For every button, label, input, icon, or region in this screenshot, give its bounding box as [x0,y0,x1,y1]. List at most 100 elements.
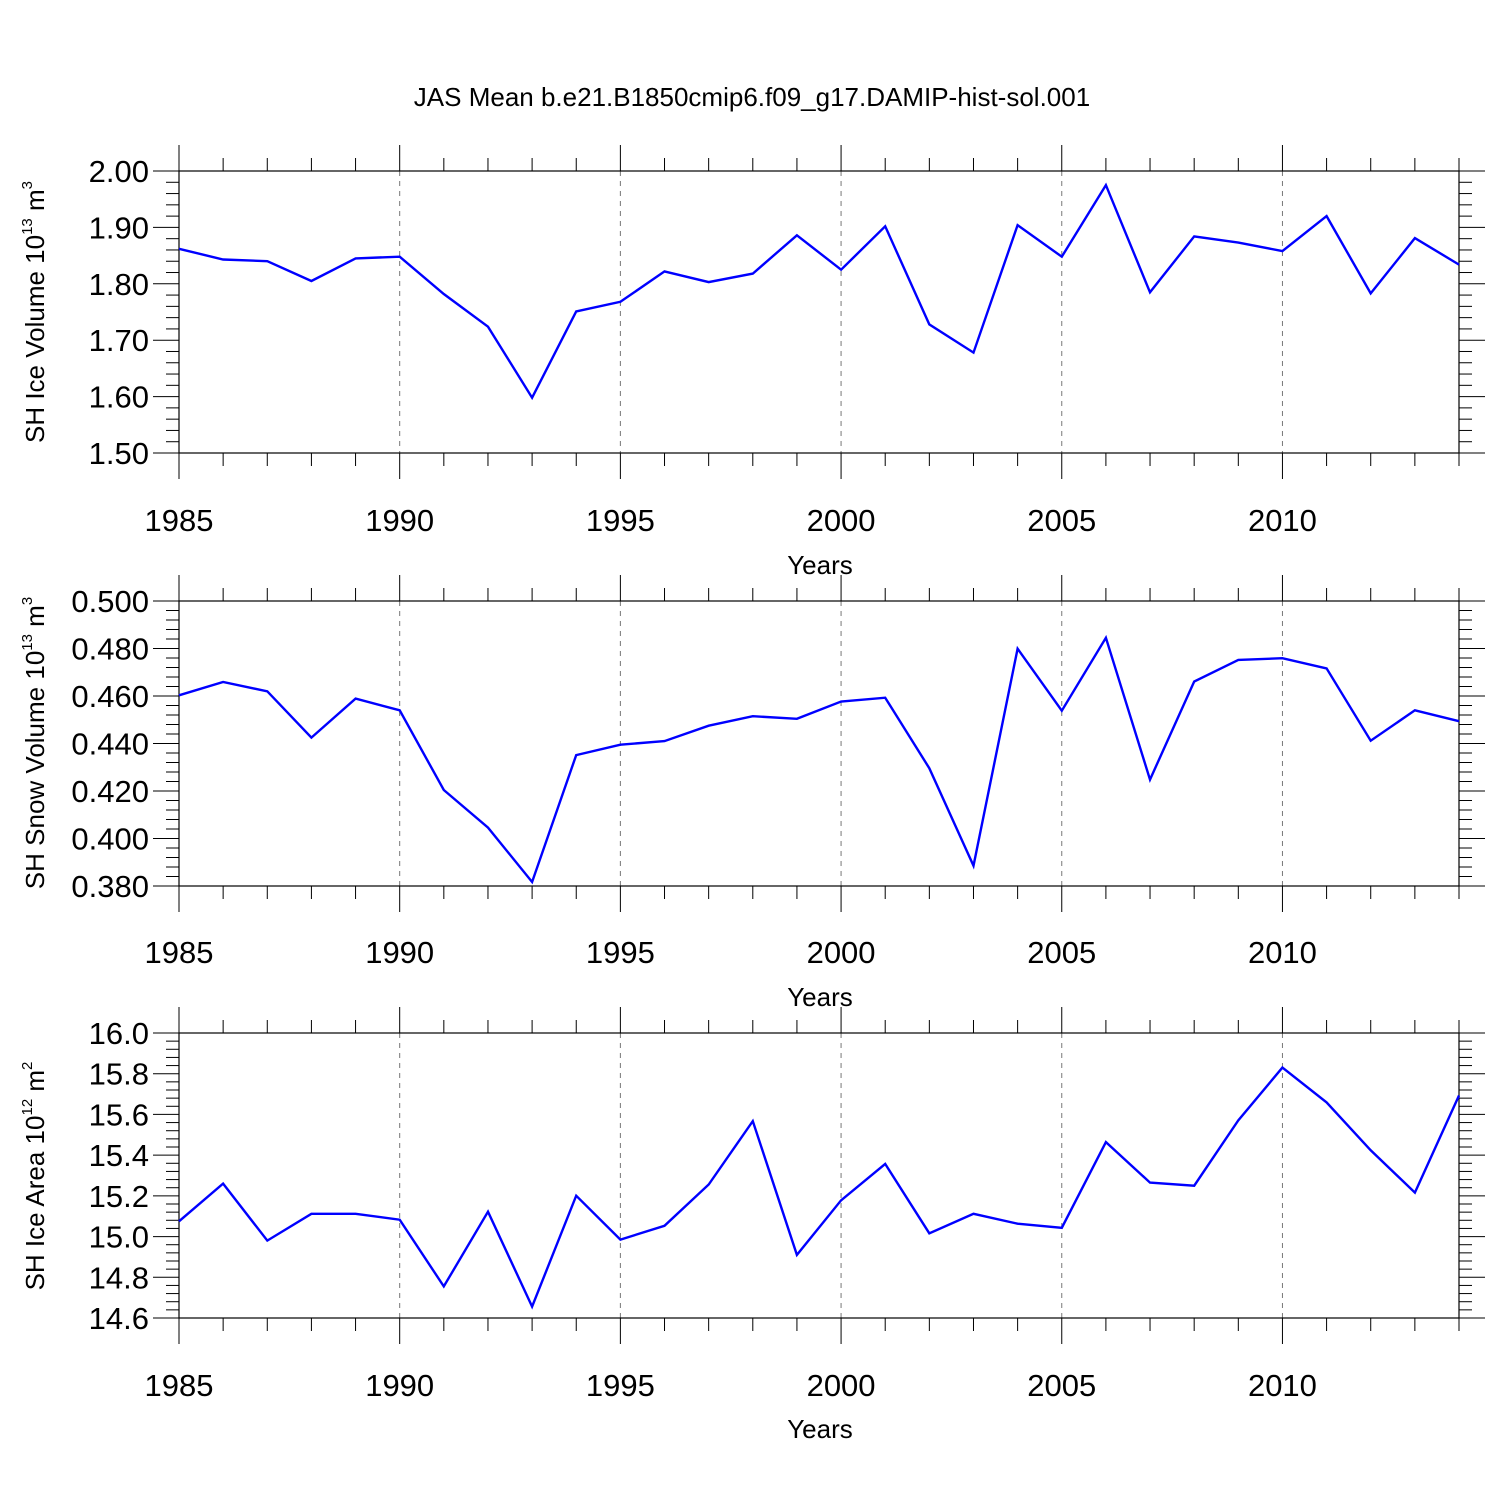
y-tick-label: 15.8 [89,1057,149,1092]
x-tick-label: 2010 [1248,1368,1317,1403]
data-point [1369,291,1373,295]
y-tick-label: 15.0 [89,1220,149,1255]
data-point [1413,708,1417,712]
data-point [1369,739,1373,743]
data-point [1413,236,1417,240]
data-point [442,292,446,296]
x-tick-label: 1990 [365,503,434,538]
plot-frame [178,170,1460,454]
data-point [1192,234,1196,238]
data-point [1369,1148,1373,1152]
y-tick-label: 0.380 [71,869,149,904]
data-point [1457,1093,1461,1097]
x-tick-label: 1995 [586,1368,655,1403]
x-tick-label: 2005 [1027,503,1096,538]
data-point [221,680,225,684]
data-point [839,699,843,703]
data-point [927,766,931,770]
data-point [883,224,887,228]
y-tick-label: 16.0 [89,1016,149,1051]
x-tick-label: 2000 [807,935,876,970]
y-tick-label: 14.6 [89,1301,149,1336]
data-point [1060,709,1064,713]
data-point [398,708,402,712]
data-point [530,396,534,400]
data-point [1280,656,1284,660]
data-point [398,1218,402,1222]
x-tick-label: 1995 [586,935,655,970]
data-point [751,714,755,718]
data-point [1325,666,1329,670]
data-point [309,1212,313,1216]
x-axis-title: Years [787,1414,853,1444]
y-tick-label: 0.480 [71,632,149,667]
data-point [1280,249,1284,253]
y-tick-label: 15.6 [89,1097,149,1132]
x-tick-label: 2010 [1248,935,1317,970]
data-point [839,1198,843,1202]
y-tick-label: 15.2 [89,1179,149,1214]
data-point [486,1210,490,1214]
x-axis-title: Years [787,982,853,1012]
y-tick-label: 2.00 [89,154,149,189]
data-point [221,258,225,262]
data-point [795,717,799,721]
data-point [1060,255,1064,259]
ice-area-panel: Years SH Ice Area 1012 m2 1985 1990 1995 20… [19,1007,1485,1444]
data-point [751,272,755,276]
data-point [1104,636,1108,640]
y-tick-label: 1.80 [89,267,149,302]
data-point [1148,290,1152,294]
data-point [177,247,181,251]
series-line [178,1065,1461,1310]
x-tick-label: 2005 [1027,935,1096,970]
data-point [618,743,622,747]
x-tick-label: 2010 [1248,503,1317,538]
data-point [1413,1191,1417,1195]
series-line [178,182,1460,401]
snow-volume-panel: Years SH Snow Volume 1013 m3 1985 1990 199… [19,575,1485,1012]
y-axis-title: SH Ice Area 1012 m2 [19,1062,50,1291]
data-point [309,736,313,740]
data-point [618,300,622,304]
data-point [927,1231,931,1235]
data-point [486,325,490,329]
x-tick-label: 2000 [807,503,876,538]
data-point [1457,719,1461,723]
y-tick-label: 15.4 [89,1138,149,1173]
x-tick-label: 1985 [145,1368,214,1403]
y-tick-label: 1.60 [89,380,149,415]
data-point [265,259,269,263]
data-point [221,1182,225,1186]
plot-frame [178,600,1460,887]
data-point [1104,183,1108,187]
data-point [354,697,358,701]
plot-frame [178,1032,1460,1319]
data-point [1104,1140,1108,1144]
y-axis-title: SH Ice Volume 1013 m3 [19,181,50,443]
data-point [751,1119,755,1123]
x-tick-label: 1990 [365,1368,434,1403]
data-point [795,233,799,237]
data-point [1016,647,1020,651]
data-point [442,788,446,792]
data-point [663,739,667,743]
chart-title: JAS Mean b.e21.B1850cmip6.f09_g17.DAMIP-… [414,82,1090,112]
data-point [530,880,534,884]
x-tick-label: 1985 [145,935,214,970]
data-point [1192,1184,1196,1188]
data-point [574,1194,578,1198]
data-point [177,693,181,697]
y-tick-label: 0.400 [71,822,149,857]
data-point [1236,658,1240,662]
data-point [663,1224,667,1228]
y-axis-title: SH Snow Volume 1013 m3 [19,597,50,889]
data-point [1016,223,1020,227]
data-point [309,279,313,283]
data-point [1325,1100,1329,1104]
data-point [1148,778,1152,782]
x-tick-label: 2005 [1027,1368,1096,1403]
data-point [618,1238,622,1242]
data-point [177,1219,181,1223]
